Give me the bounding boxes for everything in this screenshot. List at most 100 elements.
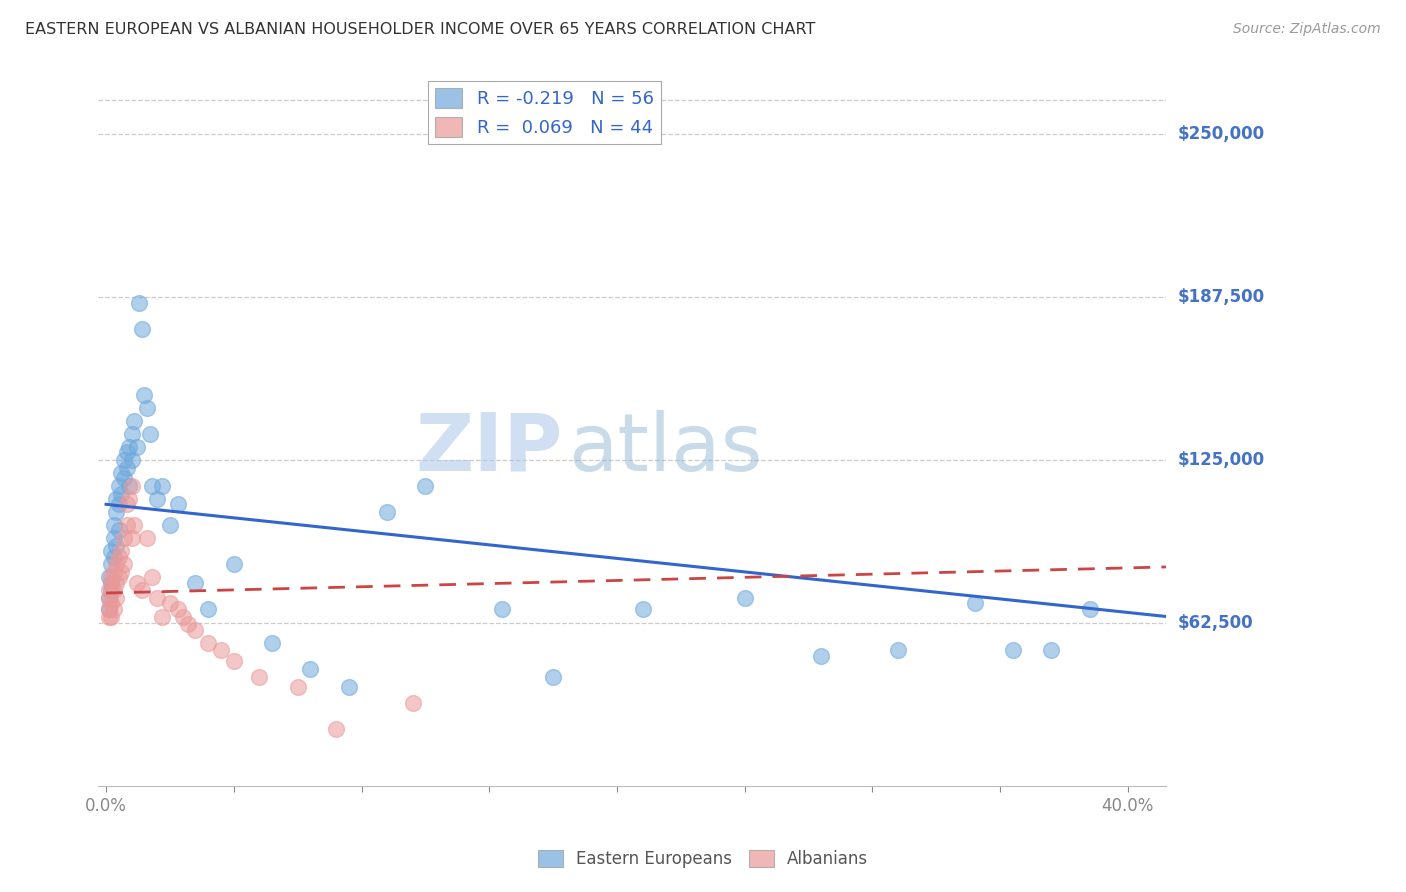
Point bbox=[337, 680, 360, 694]
Point bbox=[172, 609, 194, 624]
Text: atlas: atlas bbox=[568, 409, 762, 488]
Point bbox=[103, 549, 125, 564]
Point bbox=[108, 524, 131, 538]
Point bbox=[105, 492, 128, 507]
Point bbox=[134, 388, 156, 402]
Point bbox=[128, 296, 150, 310]
Point bbox=[100, 575, 122, 590]
Point bbox=[100, 597, 122, 611]
Point bbox=[110, 565, 132, 579]
Point bbox=[100, 583, 122, 598]
Point bbox=[159, 518, 181, 533]
Point bbox=[131, 322, 153, 336]
Point bbox=[103, 518, 125, 533]
Point bbox=[138, 426, 160, 441]
Point bbox=[401, 696, 423, 710]
Point bbox=[184, 575, 207, 590]
Point bbox=[100, 609, 122, 624]
Point bbox=[97, 601, 120, 615]
Point bbox=[108, 549, 131, 564]
Point bbox=[110, 544, 132, 558]
Point bbox=[115, 445, 138, 459]
Point bbox=[197, 635, 219, 649]
Point bbox=[118, 479, 141, 493]
Point bbox=[115, 497, 138, 511]
Legend: Eastern Europeans, Albanians: Eastern Europeans, Albanians bbox=[531, 843, 875, 875]
Point bbox=[122, 518, 145, 533]
Point bbox=[100, 575, 122, 590]
Point bbox=[1001, 643, 1024, 657]
Point bbox=[105, 505, 128, 519]
Point bbox=[112, 558, 135, 572]
Point bbox=[209, 643, 232, 657]
Point bbox=[150, 609, 173, 624]
Point bbox=[136, 531, 159, 545]
Point bbox=[103, 583, 125, 598]
Point bbox=[97, 591, 120, 606]
Point bbox=[100, 570, 122, 584]
Point bbox=[105, 591, 128, 606]
Text: Source: ZipAtlas.com: Source: ZipAtlas.com bbox=[1233, 22, 1381, 37]
Point bbox=[1078, 601, 1101, 615]
Point bbox=[150, 479, 173, 493]
Text: $187,500: $187,500 bbox=[1177, 288, 1264, 306]
Point bbox=[146, 492, 169, 507]
Text: EASTERN EUROPEAN VS ALBANIAN HOUSEHOLDER INCOME OVER 65 YEARS CORRELATION CHART: EASTERN EUROPEAN VS ALBANIAN HOUSEHOLDER… bbox=[25, 22, 815, 37]
Point bbox=[112, 531, 135, 545]
Point bbox=[115, 460, 138, 475]
Point bbox=[125, 440, 148, 454]
Point bbox=[177, 617, 200, 632]
Text: $125,000: $125,000 bbox=[1177, 451, 1264, 469]
Point bbox=[1040, 643, 1063, 657]
Point bbox=[108, 479, 131, 493]
Point bbox=[97, 570, 120, 584]
Point bbox=[325, 722, 347, 736]
Point bbox=[146, 591, 169, 606]
Point bbox=[197, 601, 219, 615]
Point bbox=[125, 575, 148, 590]
Point bbox=[262, 635, 284, 649]
Point bbox=[299, 662, 322, 676]
Point bbox=[110, 466, 132, 480]
Point bbox=[287, 680, 309, 694]
Point bbox=[100, 544, 122, 558]
Point bbox=[100, 558, 122, 572]
Point bbox=[141, 479, 163, 493]
Point bbox=[97, 609, 120, 624]
Point bbox=[491, 601, 513, 615]
Point bbox=[963, 597, 986, 611]
Point bbox=[541, 669, 564, 683]
Point bbox=[166, 601, 188, 615]
Point bbox=[97, 591, 120, 606]
Point bbox=[121, 453, 143, 467]
Text: $250,000: $250,000 bbox=[1177, 125, 1264, 143]
Point bbox=[222, 558, 245, 572]
Point bbox=[108, 570, 131, 584]
Point bbox=[136, 401, 159, 415]
Point bbox=[105, 558, 128, 572]
Point bbox=[115, 518, 138, 533]
Point bbox=[121, 426, 143, 441]
Point bbox=[118, 440, 141, 454]
Point bbox=[734, 591, 756, 606]
Text: $62,500: $62,500 bbox=[1177, 614, 1253, 632]
Point bbox=[131, 583, 153, 598]
Point bbox=[415, 479, 437, 493]
Point bbox=[121, 479, 143, 493]
Point bbox=[112, 471, 135, 485]
Point bbox=[375, 505, 398, 519]
Point bbox=[122, 414, 145, 428]
Point bbox=[112, 453, 135, 467]
Point bbox=[97, 601, 120, 615]
Point bbox=[118, 492, 141, 507]
Point bbox=[141, 570, 163, 584]
Point bbox=[159, 597, 181, 611]
Point bbox=[103, 601, 125, 615]
Point bbox=[97, 583, 120, 598]
Point bbox=[247, 669, 270, 683]
Point bbox=[103, 565, 125, 579]
Point bbox=[184, 623, 207, 637]
Point bbox=[631, 601, 654, 615]
Point bbox=[121, 531, 143, 545]
Point bbox=[166, 497, 188, 511]
